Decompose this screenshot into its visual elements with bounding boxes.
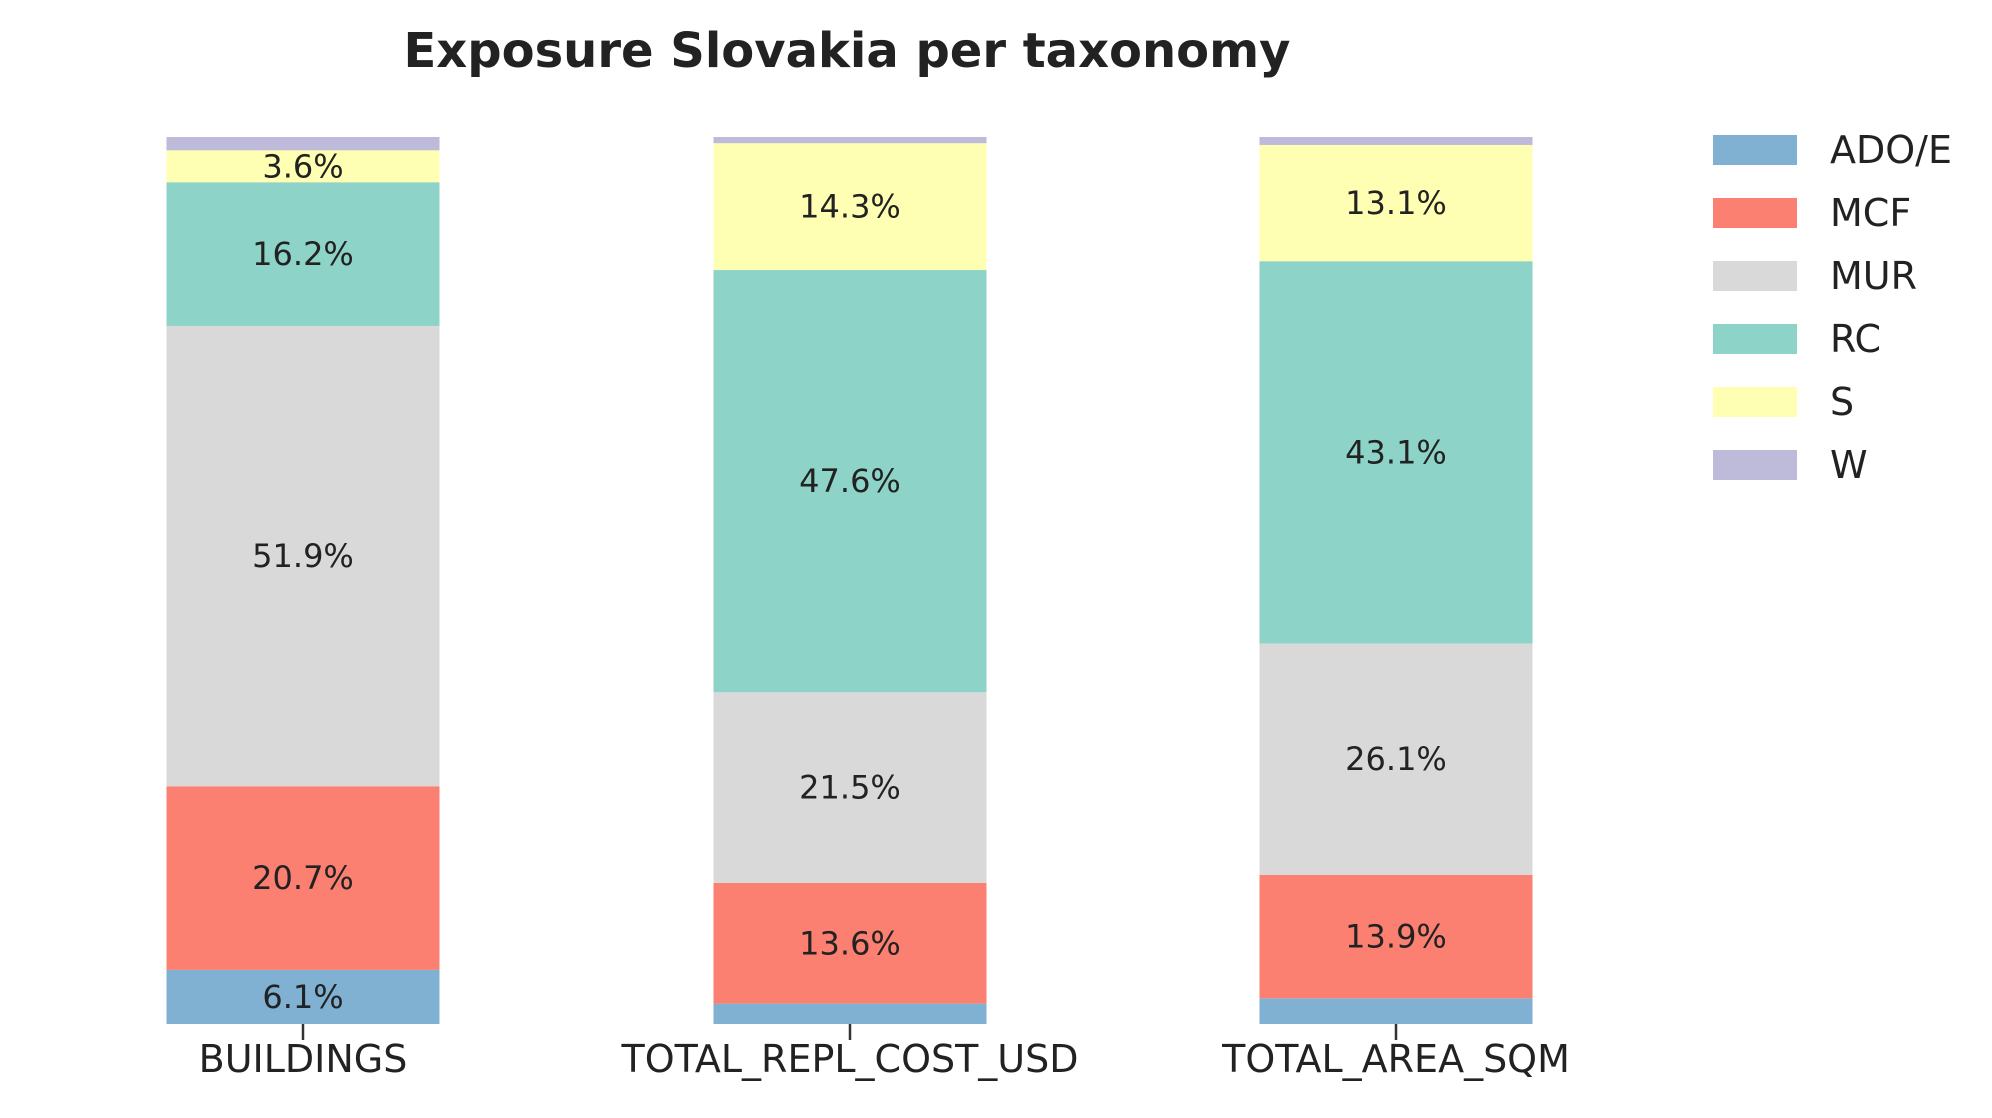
legend-swatch-rc xyxy=(1713,324,1797,354)
bar-segment-s-3 xyxy=(1259,144,1533,262)
bar-segment-rc-1 xyxy=(166,182,440,326)
legend-swatch-s xyxy=(1713,387,1797,417)
bar-segment-w-2 xyxy=(713,137,987,144)
legend-label-rc: RC xyxy=(1830,317,1881,361)
data-label-mcf-3: 13.9% xyxy=(1345,918,1447,956)
legend-swatch-w xyxy=(1713,450,1797,480)
bar-segment-ado-e-1 xyxy=(166,969,440,1024)
bar-segment-ado-e-2 xyxy=(713,1003,987,1024)
bar-segment-mur-3 xyxy=(1259,643,1533,875)
x-axis: BUILDINGS TOTAL_REPL_COST_USD TOTAL_AREA_S… xyxy=(199,1024,1570,1081)
legend-label-w: W xyxy=(1830,443,1868,487)
data-label-rc-2: 47.6% xyxy=(799,462,901,500)
bar-labels-layer: 6.1% 20.7% 51.9% 16.2% 3.6% 13.6% 21.5% 47.6% 14… xyxy=(252,147,1447,1016)
data-label-ado-e-1: 6.1% xyxy=(262,978,343,1016)
x-tick-label-3: TOTAL_AREA_SQM xyxy=(1221,1037,1570,1081)
chart-title: Exposure Slovakia per taxonomy xyxy=(404,23,1291,79)
bar-segment-w-1 xyxy=(166,137,440,151)
bars-layer xyxy=(166,137,1533,1024)
bar-segment-mur-2 xyxy=(713,692,987,883)
data-label-rc-3: 43.1% xyxy=(1345,433,1447,471)
legend-label-mur: MUR xyxy=(1830,254,1917,298)
x-tick-label-1: BUILDINGS xyxy=(199,1037,408,1081)
legend-swatch-mur xyxy=(1713,261,1797,291)
bar-segment-mcf-1 xyxy=(166,786,440,970)
legend: ADO/E MCF MUR RC SW xyxy=(1713,128,1952,487)
data-label-mur-1: 51.9% xyxy=(252,537,354,575)
x-tick-label-2: TOTAL_REPL_COST_USD xyxy=(620,1037,1078,1081)
legend-label-ado-e: ADO/E xyxy=(1830,128,1952,172)
data-label-mur-2: 21.5% xyxy=(799,769,901,807)
bar-segment-s-1 xyxy=(166,150,440,183)
bar-segment-rc-3 xyxy=(1259,261,1533,644)
bar-segment-w-3 xyxy=(1259,137,1533,145)
data-label-s-1: 3.6% xyxy=(262,147,343,185)
data-label-mcf-1: 20.7% xyxy=(252,859,354,897)
data-label-mcf-2: 13.6% xyxy=(799,924,901,962)
bar-segment-mcf-2 xyxy=(713,882,987,1004)
legend-swatch-ado-e xyxy=(1713,135,1797,165)
bar-segment-rc-2 xyxy=(713,270,987,693)
data-label-mur-3: 26.1% xyxy=(1345,740,1447,778)
data-label-rc-1: 16.2% xyxy=(252,235,354,273)
bar-segment-mur-1 xyxy=(166,325,440,787)
legend-label-mcf: MCF xyxy=(1830,191,1911,235)
legend-label-s: S xyxy=(1830,380,1854,424)
bar-segment-ado-e-3 xyxy=(1259,998,1533,1024)
bar-segment-mcf-3 xyxy=(1259,874,1533,999)
legend-swatch-mcf xyxy=(1713,198,1797,228)
bar-segment-s-2 xyxy=(713,143,987,271)
data-label-s-2: 14.3% xyxy=(799,188,901,226)
data-label-s-3: 13.1% xyxy=(1345,184,1447,222)
